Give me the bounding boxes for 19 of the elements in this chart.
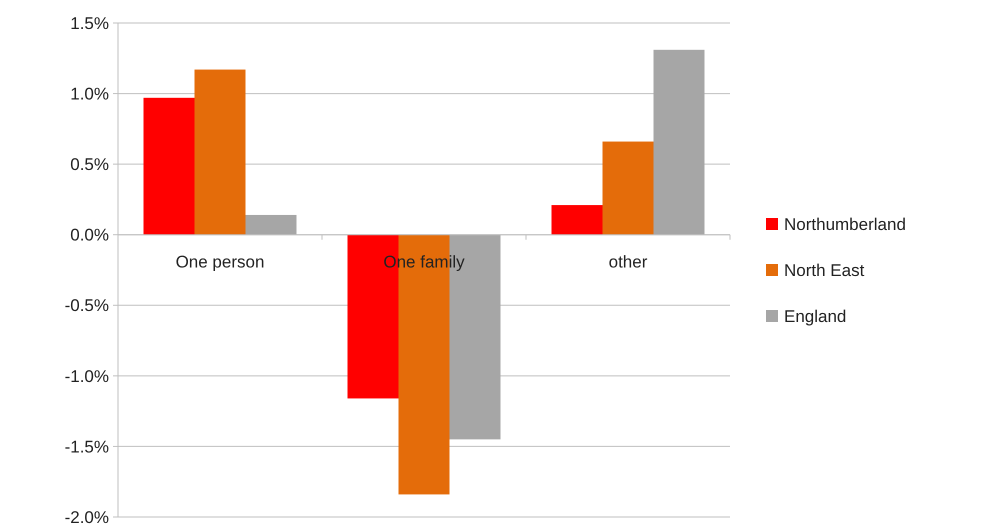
x-tick-label: other — [608, 252, 648, 272]
y-tick-label: -2.0% — [64, 508, 109, 524]
y-tick-label: -1.5% — [64, 437, 109, 456]
bar — [144, 98, 194, 235]
legend-label: Northumberland — [784, 214, 906, 234]
bar — [552, 205, 602, 235]
legend-label: North East — [784, 260, 865, 280]
y-tick-label: -1.0% — [64, 366, 109, 386]
x-tick-label: One person — [176, 252, 264, 272]
bar — [194, 70, 246, 235]
y-tick-label: 1.0% — [70, 84, 109, 104]
y-tick-label: -0.5% — [64, 296, 109, 316]
bar — [246, 214, 296, 235]
y-tick-label: 0.0% — [70, 226, 109, 245]
bar — [654, 50, 704, 235]
bar — [602, 142, 654, 235]
y-tick-label: 1.5% — [70, 14, 109, 33]
legend-label: England — [784, 306, 846, 326]
y-tick-label: 0.5% — [70, 155, 109, 174]
